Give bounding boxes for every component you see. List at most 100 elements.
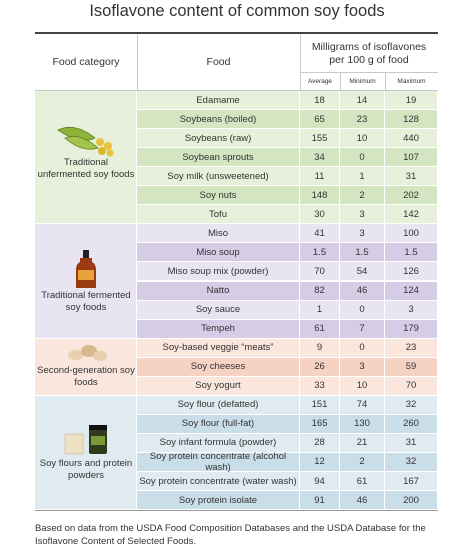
value-cell: 3 (340, 205, 385, 225)
value-cell: 70 (300, 262, 340, 282)
value-cell: 82 (300, 281, 340, 301)
header-divider (385, 72, 386, 90)
value-cell: 46 (340, 281, 385, 301)
footnote: Based on data from the USDA Food Composi… (35, 523, 426, 547)
value-cell: 61 (300, 319, 340, 339)
food-cell: Tofu (137, 205, 300, 225)
value-cell: 126 (385, 262, 438, 282)
value-cell: 34 (300, 148, 340, 168)
value-cell: 91 (300, 491, 340, 511)
value-cell: 74 (340, 395, 385, 415)
value-cell: 1 (300, 300, 340, 320)
value-cell: 142 (385, 205, 438, 225)
value-cell: 32 (385, 395, 438, 415)
value-cell: 94 (300, 472, 340, 492)
food-cell: Soy protein isolate (137, 491, 300, 511)
header-category: Food category (52, 56, 120, 68)
value-cell: 70 (385, 376, 438, 396)
value-cell: 440 (385, 129, 438, 149)
food-cell: Natto (137, 281, 300, 301)
value-cell: 100 (385, 224, 438, 244)
header-divider (340, 72, 341, 90)
value-cell: 124 (385, 281, 438, 301)
value-cell: 65 (300, 110, 340, 130)
value-cell: 19 (385, 91, 438, 111)
food-cell: Soy milk (unsweetened) (137, 167, 300, 187)
title: Isoflavone content of common soy foods (89, 2, 385, 20)
food-cell: Soy yogurt (137, 376, 300, 396)
header-divider (137, 34, 138, 90)
value-cell: 14 (340, 91, 385, 111)
value-cell: 26 (300, 357, 340, 377)
food-cell: Soybeans (raw) (137, 129, 300, 149)
value-cell: 179 (385, 319, 438, 339)
value-cell: 7 (340, 319, 385, 339)
value-cell: 23 (385, 338, 438, 358)
value-cell: 202 (385, 186, 438, 206)
value-cell: 155 (300, 129, 340, 149)
header-line (35, 90, 438, 91)
value-cell: 54 (340, 262, 385, 282)
value-cell: 33 (300, 376, 340, 396)
food-cell: Miso soup mix (powder) (137, 262, 300, 282)
food-cell: Soy-based veggie “meats” (137, 338, 300, 358)
value-cell: 61 (340, 472, 385, 492)
value-cell: 12 (300, 452, 340, 472)
value-cell: 2 (340, 452, 385, 472)
value-cell: 32 (385, 452, 438, 472)
value-cell: 28 (300, 433, 340, 453)
value-cell: 3 (385, 300, 438, 320)
value-cell: 0 (340, 300, 385, 320)
food-cell: Miso (137, 224, 300, 244)
food-cell: Soy infant formula (powder) (137, 433, 300, 453)
header-milligrams: Milligrams of isoflavones per 100 g of f… (311, 41, 427, 66)
value-cell: 10 (340, 376, 385, 396)
value-cell: 10 (340, 129, 385, 149)
value-cell: 41 (300, 224, 340, 244)
header-average: Average (307, 77, 333, 85)
value-cell: 0 (340, 148, 385, 168)
header-maximum: Maximum (397, 77, 426, 85)
header-divider (300, 34, 301, 90)
value-cell: 130 (340, 414, 385, 434)
value-cell: 1.5 (340, 243, 385, 263)
value-cell: 46 (340, 491, 385, 511)
category-cell (35, 224, 137, 339)
category-label: Traditional fermented soy foods (41, 290, 131, 313)
value-cell: 2 (340, 186, 385, 206)
value-cell: 0 (340, 338, 385, 358)
header-food: Food (206, 56, 231, 68)
value-cell: 151 (300, 395, 340, 415)
value-cell: 260 (385, 414, 438, 434)
value-cell: 107 (385, 148, 438, 168)
food-cell: Soy sauce (137, 300, 300, 320)
value-cell: 167 (385, 472, 438, 492)
value-cell: 3 (340, 357, 385, 377)
value-cell: 1.5 (300, 243, 340, 263)
value-cell: 11 (300, 167, 340, 187)
category-label: Soy flours and protein powders (39, 458, 133, 481)
category-cell (35, 91, 137, 225)
value-cell: 165 (300, 414, 340, 434)
value-cell: 21 (340, 433, 385, 453)
food-cell: Soy protein concentrate (water wash) (137, 472, 300, 492)
value-cell: 200 (385, 491, 438, 511)
food-cell: Soy flour (full-fat) (137, 414, 300, 434)
value-cell: 30 (300, 205, 340, 225)
value-cell: 3 (340, 224, 385, 244)
value-cell: 1 (340, 167, 385, 187)
table-top-border (35, 32, 438, 34)
category-label: Second-generation soy foods (37, 365, 135, 388)
food-cell: Miso soup (137, 243, 300, 263)
value-cell: 18 (300, 91, 340, 111)
food-cell: Soy flour (defatted) (137, 395, 300, 415)
value-cell: 128 (385, 110, 438, 130)
value-cell: 59 (385, 357, 438, 377)
food-cell: Soy nuts (137, 186, 300, 206)
food-cell: Soybean sprouts (137, 148, 300, 168)
food-cell: Soybeans (boiled) (137, 110, 300, 130)
category-label: Traditional unfermented soy foods (37, 157, 135, 180)
food-cell: Soy protein concentrate (alcohol wash) (137, 451, 300, 473)
value-cell: 148 (300, 186, 340, 206)
